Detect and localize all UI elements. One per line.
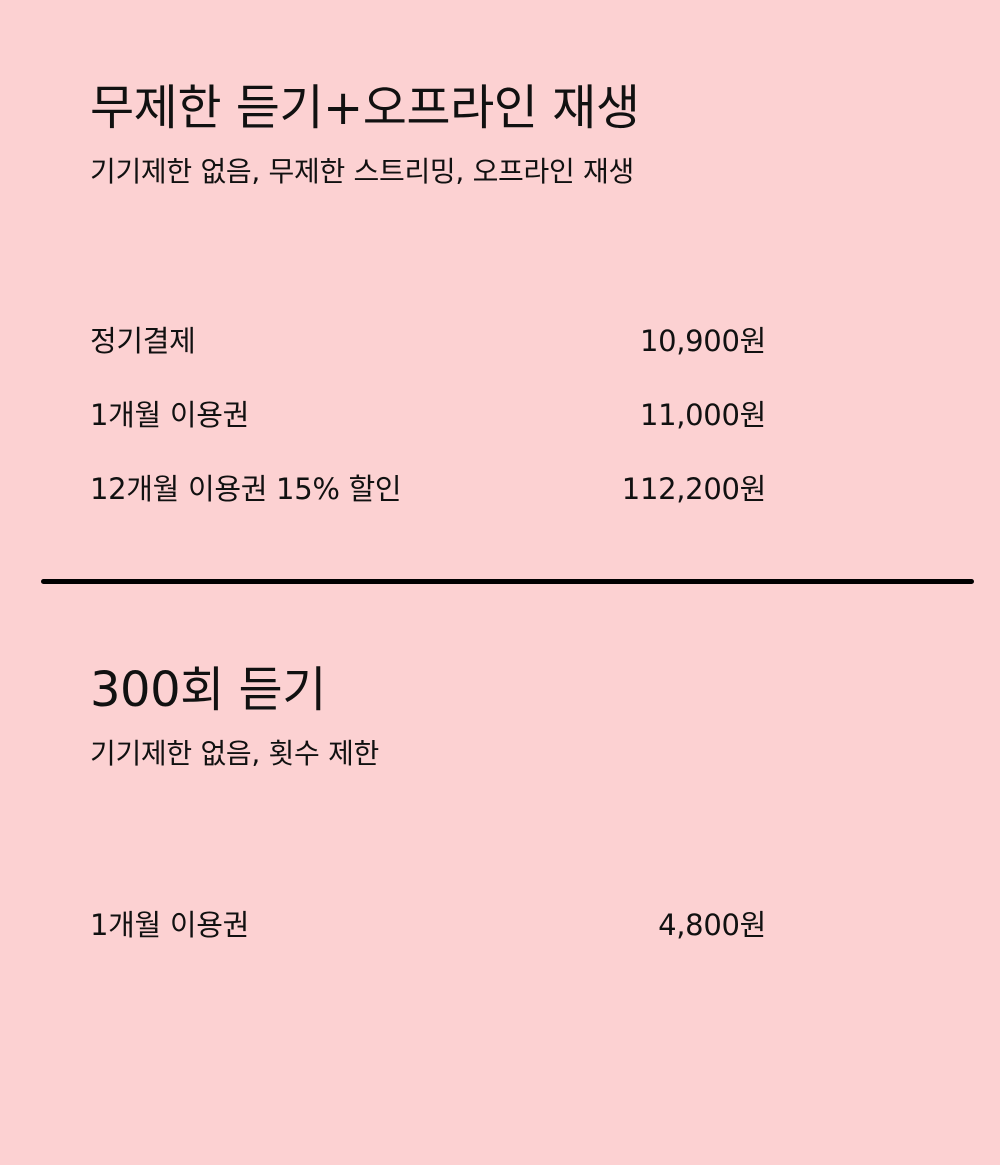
price-label: 1개월 이용권 xyxy=(90,398,249,432)
plan-300-plays: 300회 듣기 기기제한 없음, 횟수 제한 1개월 이용권 4,800원 xyxy=(90,658,766,960)
price-list: 1개월 이용권 4,800원 xyxy=(90,886,766,960)
price-value: 10,900원 xyxy=(639,324,766,358)
price-value: 4,800원 xyxy=(658,908,766,942)
price-list: 정기결제 10,900원 1개월 이용권 11,000원 12개월 이용권 15… xyxy=(90,302,766,524)
plan-unlimited: 무제한 듣기+오프라인 재생 기기제한 없음, 무제한 스트리밍, 오프라인 재… xyxy=(90,76,766,524)
plan-subtitle: 기기제한 없음, 횟수 제한 xyxy=(90,737,380,770)
price-label: 12개월 이용권 15% 할인 xyxy=(90,472,402,506)
price-row-subscription: 정기결제 10,900원 xyxy=(90,302,766,376)
plan-title: 무제한 듣기+오프라인 재생 xyxy=(90,80,640,136)
price-row-1-month: 1개월 이용권 4,800원 xyxy=(90,886,766,960)
price-row-1-month: 1개월 이용권 11,000원 xyxy=(90,376,766,450)
price-value: 11,000원 xyxy=(639,398,766,432)
price-value: 112,200원 xyxy=(621,472,767,506)
section-divider xyxy=(41,579,974,584)
plan-title: 300회 듣기 xyxy=(90,662,326,718)
price-label: 정기결제 xyxy=(90,324,196,358)
plan-subtitle: 기기제한 없음, 무제한 스트리밍, 오프라인 재생 xyxy=(90,155,634,188)
price-row-12-month: 12개월 이용권 15% 할인 112,200원 xyxy=(90,450,766,524)
price-label: 1개월 이용권 xyxy=(90,908,249,942)
